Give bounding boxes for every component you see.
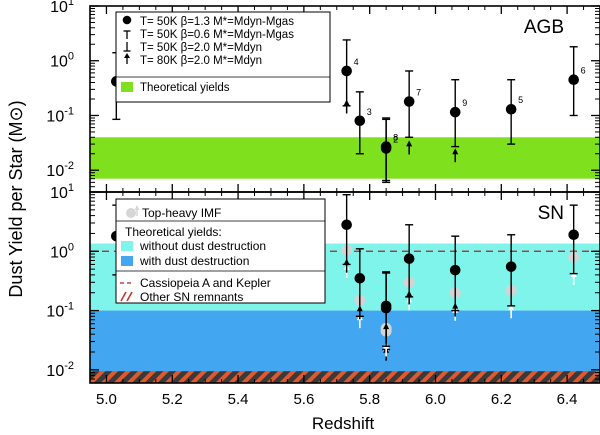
data-point-marker bbox=[403, 96, 415, 107]
data-point-marker bbox=[341, 219, 352, 231]
data-point bbox=[449, 235, 461, 321]
agb-theoretical-yield-band bbox=[90, 137, 600, 179]
legend-entry-3: T= 50K β=2.0 M*=Mdyn bbox=[140, 42, 262, 54]
x-tick-label: 5.4 bbox=[228, 391, 249, 408]
data-point-marker bbox=[449, 264, 461, 276]
y-tick-label: 10-1 bbox=[46, 105, 74, 125]
legend-blue-box-symbol bbox=[121, 256, 133, 266]
point-label: 6 bbox=[581, 66, 586, 76]
legend-green-box-symbol bbox=[121, 82, 133, 92]
legend-entry-5: Theoretical yields bbox=[140, 82, 230, 94]
x-tick-label: 6.0 bbox=[425, 391, 446, 408]
x-tick-label: 5.2 bbox=[162, 391, 183, 408]
data-point-marker bbox=[354, 115, 366, 127]
point-label: 4 bbox=[354, 57, 359, 67]
arrow-head bbox=[452, 148, 459, 155]
arrow-head bbox=[383, 323, 390, 330]
agb-theoretical-band-layer bbox=[90, 137, 600, 179]
legend-entry-2: T= 50K β=0.6 M*=Mdyn-Mgas bbox=[140, 29, 294, 41]
legend-entry-4: T= 80K β=2.0 M*=Mdyn bbox=[140, 55, 262, 67]
data-point: 5 bbox=[505, 79, 523, 145]
x-tick-label: 5.6 bbox=[293, 391, 314, 408]
sn-legend-entry-3: without dust destruction bbox=[139, 239, 266, 253]
data-point: 3 bbox=[354, 91, 372, 155]
arrow-head bbox=[452, 302, 459, 309]
data-point-marker bbox=[568, 74, 579, 86]
agb-panel-label: AGB bbox=[524, 17, 564, 38]
legend-entry-1: T= 50K β=1.3 M*=Mdyn-Mgas bbox=[140, 16, 294, 28]
y-tick-label: 100 bbox=[50, 51, 74, 71]
data-point-marker bbox=[505, 103, 517, 115]
data-point: 9 bbox=[449, 79, 467, 163]
x-tick-label: 6.4 bbox=[557, 391, 578, 408]
sn-legend-entry-4: with dust destruction bbox=[139, 254, 249, 268]
x-tick-label: 6.2 bbox=[491, 391, 512, 408]
point-label: 8 bbox=[393, 133, 398, 143]
y-tick-label: 100 bbox=[50, 241, 74, 261]
data-point-marker bbox=[380, 141, 392, 152]
y-tick-label: 10-1 bbox=[46, 301, 74, 321]
y-tick-label: 101 bbox=[50, 0, 74, 16]
y-tick-label: 10-2 bbox=[46, 360, 74, 380]
arrow-head bbox=[406, 140, 413, 147]
x-tick-label: 5.0 bbox=[96, 391, 117, 408]
x-axis-label: Redshift bbox=[312, 414, 375, 433]
data-point-marker bbox=[380, 300, 392, 312]
y-tick-label: 101 bbox=[50, 182, 74, 202]
data-point: 8 bbox=[380, 117, 398, 182]
data-point-marker bbox=[505, 261, 517, 272]
data-point-marker bbox=[568, 229, 579, 241]
arrow-head bbox=[343, 258, 350, 265]
y-tick-label: 10-2 bbox=[46, 160, 74, 180]
sn-band-with-destruction bbox=[90, 310, 600, 375]
data-point bbox=[354, 248, 366, 329]
data-point-marker bbox=[354, 273, 366, 284]
arrow-head bbox=[343, 99, 350, 106]
legend-hatch-symbol bbox=[120, 291, 133, 302]
sn-legend-box bbox=[115, 198, 326, 304]
agb-legend: T= 50K β=1.3 M*=Mdyn-Mgas T= 50K β=0.6 M… bbox=[115, 11, 331, 103]
sn-legend: Top-heavy IMF Theoretical yields: withou… bbox=[115, 198, 326, 304]
point-label: 2 bbox=[393, 134, 398, 144]
data-point-marker bbox=[449, 106, 461, 118]
x-tick-label: 5.8 bbox=[359, 391, 380, 408]
sn-data-points bbox=[111, 194, 580, 361]
legend-gray-circle-arrow-symbol bbox=[126, 205, 140, 218]
point-label: 5 bbox=[518, 95, 523, 105]
data-point-marker bbox=[403, 253, 415, 264]
legend-filled-circle-symbol bbox=[122, 15, 132, 25]
data-point bbox=[380, 271, 392, 357]
data-point: 7 bbox=[403, 70, 421, 155]
sn-panel-frame bbox=[89, 191, 600, 384]
y-axis-label: Dust Yield per Star (M⊙) bbox=[6, 100, 26, 297]
data-point-marker bbox=[341, 65, 352, 77]
sn-legend-entry-2: Theoretical yields: bbox=[125, 225, 222, 239]
top-heavy-imf-arrowhead bbox=[508, 304, 515, 311]
data-point bbox=[568, 204, 580, 286]
point-label: 7 bbox=[416, 88, 421, 98]
legend-arrow-symbol bbox=[124, 53, 130, 64]
agb-legend-box bbox=[115, 11, 331, 103]
data-point bbox=[505, 234, 517, 319]
point-label: 9 bbox=[462, 98, 467, 108]
sn-legend-entry-1: Top-heavy IMF bbox=[142, 206, 221, 220]
legend-upper-bar-symbol bbox=[123, 30, 131, 39]
axis-ticks: 5.0 5.2 5.4 5.6 5.8 6.0 6.2 6.410-210-110010110… bbox=[46, 0, 600, 408]
arrow-head bbox=[356, 305, 363, 312]
sn-other-remnants-hatch bbox=[90, 371, 600, 383]
point-label: 3 bbox=[367, 107, 372, 117]
data-point: 4 bbox=[341, 39, 359, 114]
sn-panel-label: SN bbox=[538, 203, 564, 224]
sn-legend-entry-6: Other SN remnants bbox=[140, 290, 243, 304]
data-point: 6 bbox=[568, 46, 586, 117]
data-point bbox=[403, 224, 415, 311]
arrow-head bbox=[406, 290, 413, 297]
legend-lower-bar-symbol bbox=[123, 42, 131, 52]
data-point bbox=[341, 194, 353, 279]
legend-cyan-box-symbol bbox=[121, 241, 133, 251]
sn-legend-entry-5: Cassiopeia A and Kepler bbox=[140, 276, 271, 290]
